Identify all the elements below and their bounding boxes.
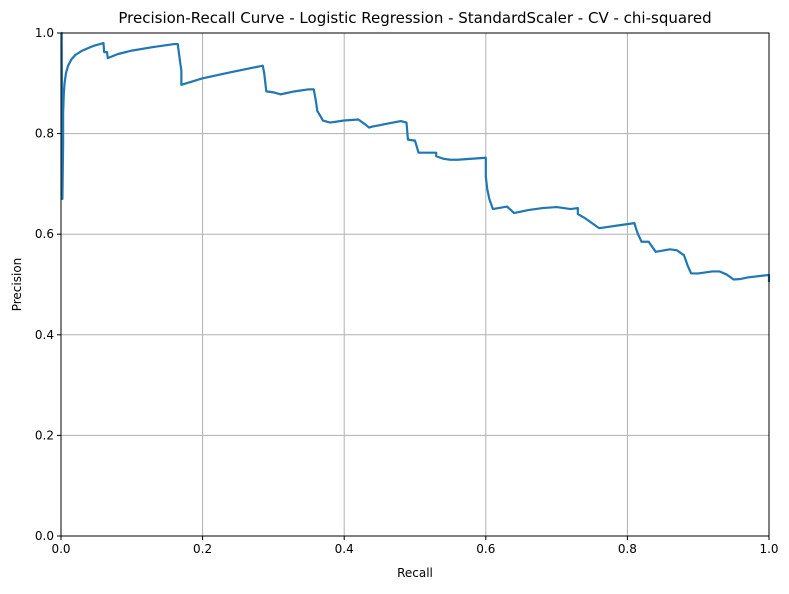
ticks: 0.0 0.2 0.4 0.6 0.8 1.0 0.0 0.2 0.4 0.6 0.8 1.0	[35, 26, 779, 556]
y-tick-label: 0.2	[35, 428, 54, 442]
x-tick-label: 0.2	[193, 542, 212, 556]
y-axis-label: Precision	[10, 258, 24, 312]
y-tick-label: 1.0	[35, 26, 54, 40]
chart-title: Precision-Recall Curve - Logistic Regres…	[118, 9, 711, 27]
x-tick-label: 0.6	[476, 542, 495, 556]
x-tick-label: 0.4	[335, 542, 354, 556]
x-tick-label: 1.0	[759, 542, 778, 556]
x-tick-label: 0.8	[618, 542, 637, 556]
grid	[60, 32, 770, 537]
y-tick-label: 0.4	[35, 328, 54, 342]
x-tick-label: 0.0	[51, 542, 70, 556]
y-tick-label: 0.0	[35, 529, 54, 543]
y-tick-label: 0.8	[35, 127, 54, 141]
y-tick-label: 0.6	[35, 227, 54, 241]
x-axis-label: Recall	[397, 566, 433, 580]
series-layer	[60, 31, 771, 282]
pr-curve-line	[60, 31, 771, 282]
axes-frame	[60, 32, 770, 537]
